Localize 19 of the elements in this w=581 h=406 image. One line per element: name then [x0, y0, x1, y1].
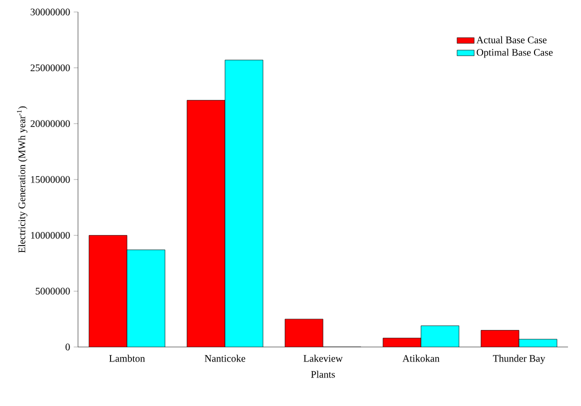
x-tick-label: Lakeview: [304, 354, 343, 362]
y-tick-label: 0: [66, 344, 70, 350]
x-axis-title: Plants: [311, 370, 335, 378]
y-tick-label: 10000000: [31, 232, 70, 239]
y-tick-label: 25000000: [30, 64, 70, 72]
y-tick-label: 5000000: [36, 288, 70, 295]
x-tick-label: Lambton: [109, 354, 145, 362]
y-tick-label: 20000000: [30, 120, 70, 128]
y-axis-title: Electricity Generation (MWh year$^{-1}$): [16, 106, 28, 253]
bar: [421, 326, 459, 347]
x-tick-label: Thunder Bay: [492, 354, 546, 364]
x-tick-label: Atikokan: [402, 354, 440, 362]
bar: [127, 250, 166, 347]
bar: [225, 60, 264, 347]
legend-label: Actual Base Case: [476, 36, 547, 44]
y-tick-label: 15000000: [31, 176, 70, 183]
x-tick-label: Nanticoke: [204, 354, 246, 362]
legend-label: Optimal Base Case: [476, 48, 553, 58]
y-tick-label: 30000000: [30, 8, 70, 16]
